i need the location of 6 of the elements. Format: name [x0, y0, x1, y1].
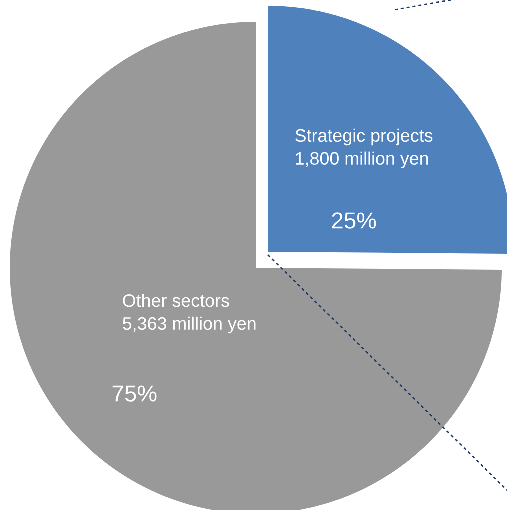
data-label: 5,363 million yen [123, 316, 256, 334]
slice-label: Other sectors [123, 294, 230, 308]
text: 75% [112, 386, 157, 402]
slice-label: Strategic projects [296, 128, 433, 146]
text: 25% [332, 212, 376, 229]
data-label: 1,800 million yen [296, 152, 428, 169]
